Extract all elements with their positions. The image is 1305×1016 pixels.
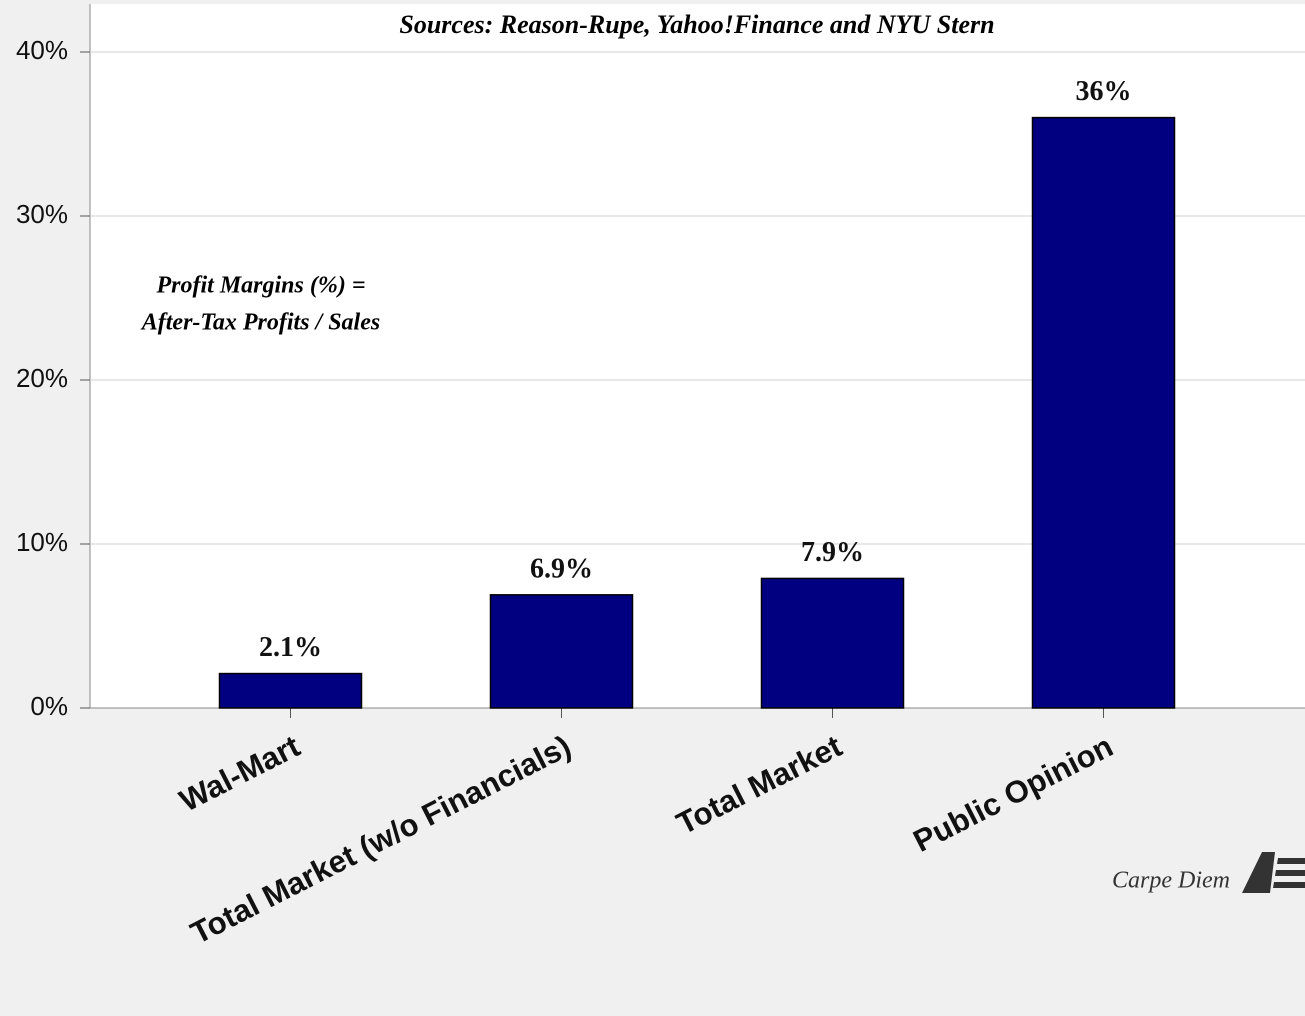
value-label: 2.1% (259, 632, 322, 663)
y-tick-label: 0% (30, 691, 68, 721)
annotation: After-Tax Profits / Sales (140, 310, 380, 336)
y-tick-label: 40% (16, 35, 68, 65)
value-label: 36% (1076, 76, 1132, 107)
y-tick-label: 20% (16, 363, 68, 393)
x-tick-label: Public Opinion (908, 728, 1119, 858)
y-tick-label: 30% (16, 199, 68, 229)
y-tick-label: 10% (16, 527, 68, 557)
bar (218, 672, 363, 709)
logo (1242, 852, 1305, 893)
x-tick-label: Wal-Mart (174, 728, 305, 818)
bar (489, 594, 634, 709)
bar (760, 577, 905, 709)
x-tick-label: Total Market (671, 728, 848, 841)
chart-title: Sources: Reason-Rupe, Yahoo!Finance and … (399, 10, 994, 39)
value-label: 6.9% (530, 553, 593, 584)
value-label: 7.9% (801, 537, 864, 568)
credit: Carpe Diem (1112, 868, 1230, 894)
annotation: Profit Margins (%) = (155, 273, 365, 299)
bar (1031, 116, 1176, 709)
